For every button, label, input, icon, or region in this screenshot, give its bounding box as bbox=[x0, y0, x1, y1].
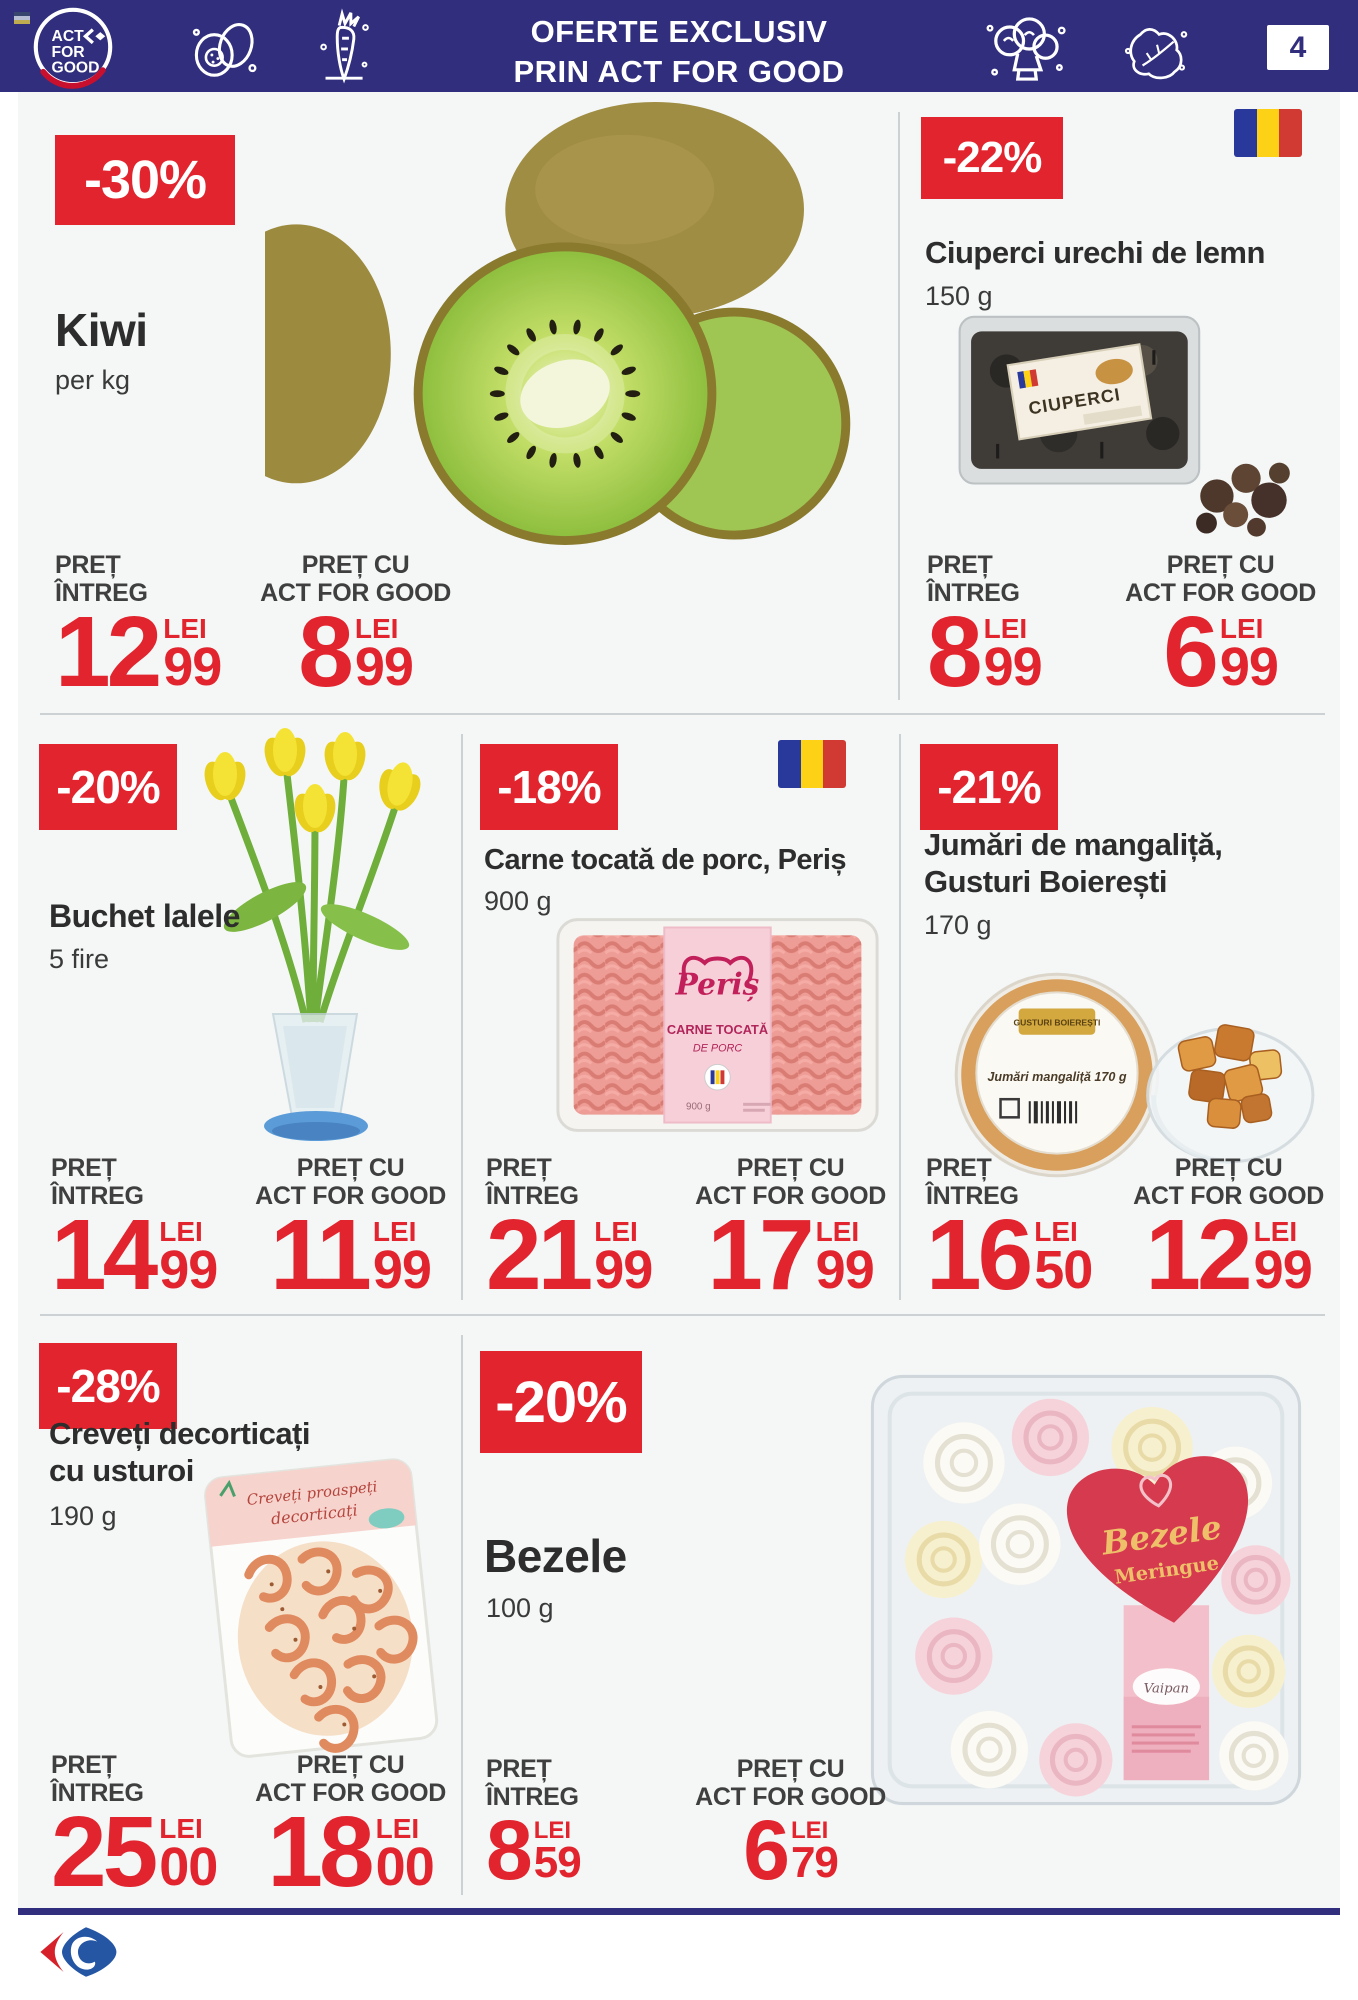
discount-badge: -20% bbox=[39, 744, 177, 830]
carne-product-image: Periș CARNE TOCATĂ DE PORC 900 g bbox=[550, 906, 885, 1146]
product-quantity: 170 g bbox=[924, 910, 992, 940]
full-price: PREȚ ÎNTREG 21 LEI 99 bbox=[486, 1154, 653, 1312]
product-card-carne: -18% Carne tocată de porc, Periș 900 g bbox=[462, 714, 900, 1314]
product-name: Kiwi bbox=[55, 304, 148, 356]
creveti-product-image: Creveți proaspeți decorticați bbox=[183, 1427, 461, 1787]
product-card-lalele: -20% Buchet lalele 5 fire PREȚ ÎNTREG 14 … bbox=[25, 714, 462, 1314]
full-price: PREȚ ÎNTREG 8 LEI 99 bbox=[927, 551, 1043, 709]
logo-text-good: GOOD bbox=[52, 60, 100, 77]
product-card-creveti: -28% Creveți decorticați cu usturoi 190 … bbox=[25, 1315, 462, 1905]
romania-flag-icon bbox=[1234, 109, 1302, 157]
act-for-good-price: PREȚ CU ACT FOR GOOD 6 LEI 99 bbox=[1125, 551, 1316, 709]
act-for-good-logo: ACT FOR GOOD bbox=[30, 4, 116, 90]
price-block: PREȚ ÎNTREG 8 LEI 59 PREȚ CU ACT FOR GOOD 6… bbox=[486, 1754, 886, 1897]
discount-badge: -28% bbox=[39, 1343, 177, 1429]
divider bbox=[40, 713, 1325, 715]
product-quantity: 190 g bbox=[49, 1501, 117, 1531]
divider bbox=[898, 112, 900, 700]
full-price: PREȚ ÎNTREG 16 LEI 50 bbox=[926, 1154, 1093, 1312]
page-title-line1: OFERTE EXCLUSIV bbox=[530, 14, 828, 49]
ciuperci-product-image: CIUPERCI bbox=[944, 277, 1319, 565]
header-bar: ACT FOR GOOD bbox=[0, 0, 1358, 92]
product-name: Jumări de mangaliță, Gusturi Boierești bbox=[924, 827, 1223, 900]
page-title-line2: PRIN ACT FOR GOOD bbox=[513, 53, 845, 89]
act-for-good-price: PREȚ CU ACT FOR GOOD 6 LEI 79 bbox=[695, 1754, 886, 1897]
full-price: PREȚ ÎNTREG 14 LEI 99 bbox=[51, 1154, 218, 1312]
logo-text-for: FOR bbox=[52, 44, 86, 61]
product-card-jumari: -21% Jumări de mangaliță, Gusturi Boiere… bbox=[900, 714, 1340, 1314]
eggs-icon bbox=[186, 18, 264, 80]
full-price: PREȚ ÎNTREG 8 LEI 59 bbox=[486, 1754, 582, 1897]
product-card-kiwi: -30% Kiwi per kg PREȚ ÎNTREG 12 LEI 99 PRE… bbox=[25, 95, 899, 713]
package-weight: 900 g bbox=[686, 1102, 711, 1113]
romania-flag-icon bbox=[778, 740, 846, 788]
footer-rule bbox=[18, 1908, 1340, 1915]
carrot-icon bbox=[306, 8, 386, 86]
full-price: PREȚ ÎNTREG 25 LEI 00 bbox=[51, 1751, 218, 1909]
discount-badge: -30% bbox=[55, 135, 235, 225]
price-block: PREȚ ÎNTREG 8 LEI 99 PREȚ CU ACT FOR GOOD 6… bbox=[927, 551, 1316, 709]
package-line1: CARNE TOCATĂ bbox=[667, 1022, 768, 1037]
bezele-product-image: Vaipan Bezele Meringue bbox=[857, 1351, 1315, 1829]
package-maker: Vaipan bbox=[1144, 1682, 1189, 1697]
product-name: Bezele bbox=[484, 1530, 627, 1582]
divider bbox=[899, 734, 901, 1300]
price-block: PREȚ ÎNTREG 14 LEI 99 PREȚ CU ACT FOR GOOD … bbox=[51, 1154, 446, 1312]
lalele-product-image bbox=[165, 722, 465, 1146]
act-for-good-price: PREȚ CU ACT FOR GOOD 8 LEI 99 bbox=[260, 551, 451, 709]
broccoli-icon bbox=[978, 12, 1076, 86]
discount-badge: -20% bbox=[480, 1351, 642, 1453]
price-block: PREȚ ÎNTREG 16 LEI 50 PREȚ CU ACT FOR GOOD … bbox=[926, 1154, 1324, 1312]
package-line2: DE PORC bbox=[693, 1043, 743, 1055]
jumari-product-image: GUSTURI BOIEREȘTI Jumări mangaliță 170 g bbox=[935, 942, 1320, 1204]
product-quantity: 5 fire bbox=[49, 944, 110, 974]
price-block: PREȚ ÎNTREG 12 LEI 99 PREȚ CU ACT FOR GOOD … bbox=[55, 551, 451, 709]
product-card-ciuperci: -22% Ciuperci urechi de lemn 150 g CIUPE bbox=[899, 95, 1340, 713]
product-quantity: 100 g bbox=[486, 1593, 554, 1623]
act-for-good-price: PREȚ CU ACT FOR GOOD 18 LEI 00 bbox=[255, 1751, 446, 1909]
package-label: Jumări mangaliță 170 g bbox=[987, 1070, 1126, 1084]
act-for-good-price: PREȚ CU ACT FOR GOOD 12 LEI 99 bbox=[1133, 1154, 1324, 1312]
logo-text-act: ACT bbox=[52, 28, 85, 45]
discount-badge: -18% bbox=[480, 744, 618, 830]
header-corner-mark bbox=[14, 12, 30, 24]
product-name: Buchet lalele bbox=[49, 898, 240, 934]
product-name: Creveți decorticați cu usturoi bbox=[49, 1416, 311, 1489]
divider bbox=[461, 1335, 463, 1895]
discount-badge: -22% bbox=[921, 117, 1063, 199]
discount-badge: -21% bbox=[920, 744, 1058, 830]
product-name: Ciuperci urechi de lemn bbox=[925, 235, 1265, 270]
kiwi-product-image bbox=[201, 95, 875, 553]
package-brand: GUSTURI BOIEREȘTI bbox=[1014, 1018, 1101, 1028]
price-block: PREȚ ÎNTREG 21 LEI 99 PREȚ CU ACT FOR GOOD … bbox=[486, 1154, 886, 1312]
lettuce-leaf-icon bbox=[1118, 22, 1194, 80]
package-brand: Periș bbox=[675, 966, 760, 1001]
act-for-good-price: PREȚ CU ACT FOR GOOD 11 LEI 99 bbox=[255, 1154, 446, 1312]
product-quantity: per kg bbox=[55, 365, 131, 395]
product-card-bezele: Vaipan Bezele Meringue -20% Bezele 100 g… bbox=[462, 1315, 1340, 1905]
product-quantity: 150 g bbox=[925, 281, 993, 311]
page-number: 4 bbox=[1267, 25, 1329, 70]
carrefour-logo bbox=[38, 1924, 118, 1988]
product-name: Carne tocată de porc, Periș bbox=[484, 844, 847, 876]
divider bbox=[461, 734, 463, 1300]
page-title: OFERTE EXCLUSIV PRIN ACT FOR GOOD bbox=[0, 12, 1358, 91]
divider bbox=[40, 1314, 1325, 1316]
act-for-good-price: PREȚ CU ACT FOR GOOD 17 LEI 99 bbox=[695, 1154, 886, 1312]
price-block: PREȚ ÎNTREG 25 LEI 00 PREȚ CU ACT FOR GOOD … bbox=[51, 1751, 446, 1909]
full-price: PREȚ ÎNTREG 12 LEI 99 bbox=[55, 551, 222, 709]
carrefour-arrow-icon bbox=[82, 28, 94, 45]
product-quantity: 900 g bbox=[484, 886, 552, 916]
